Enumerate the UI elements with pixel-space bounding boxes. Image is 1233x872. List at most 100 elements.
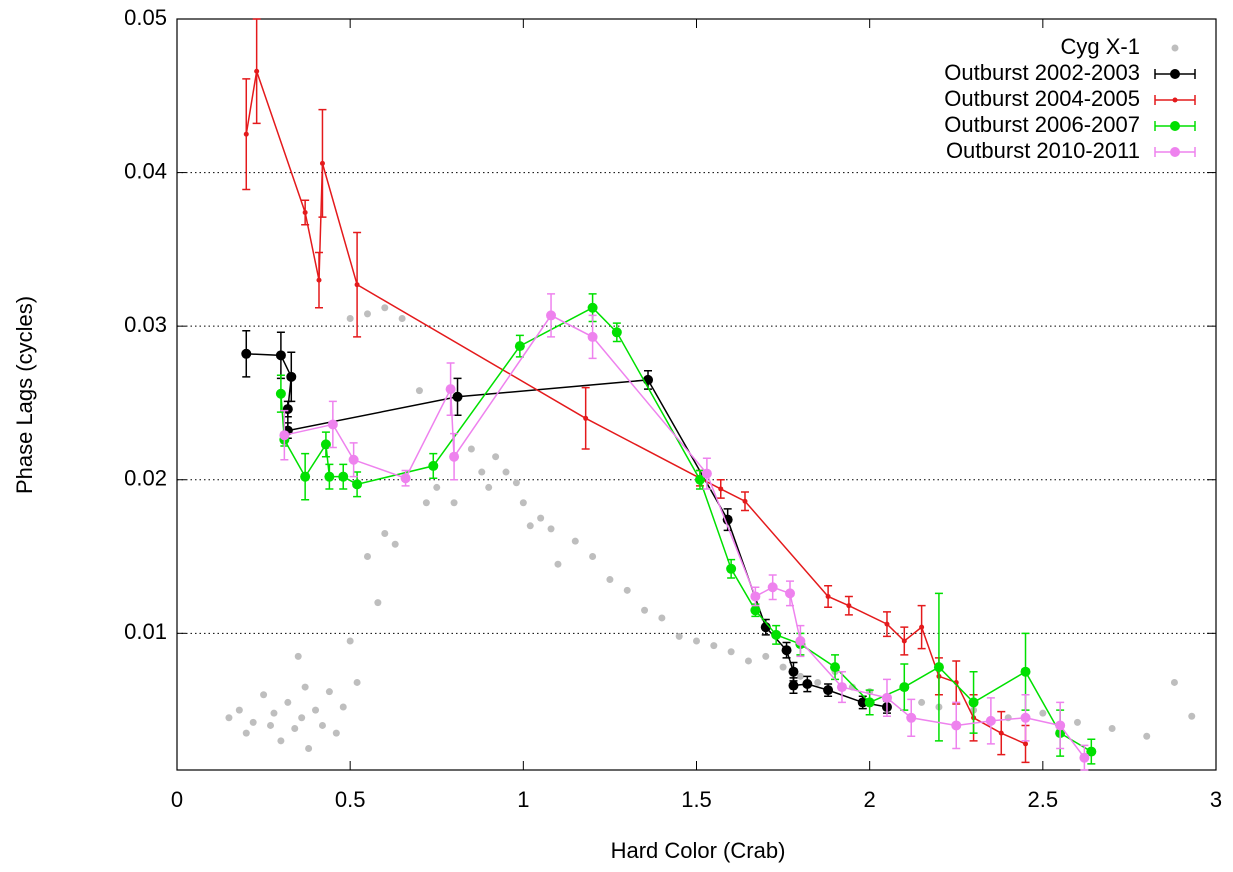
data-point xyxy=(779,663,787,671)
data-point xyxy=(1170,678,1178,686)
data-point xyxy=(1079,752,1090,763)
data-point xyxy=(381,529,389,537)
data-point xyxy=(319,160,325,166)
data-point xyxy=(742,498,748,504)
data-point xyxy=(1086,746,1097,757)
data-point xyxy=(846,603,852,609)
data-point xyxy=(750,605,761,616)
data-point xyxy=(918,698,926,706)
data-point xyxy=(235,706,243,714)
x-tick-label: 2 xyxy=(864,787,876,812)
data-point xyxy=(554,560,562,568)
data-point xyxy=(391,540,399,548)
data-point xyxy=(823,685,834,696)
x-tick-label: 2.5 xyxy=(1028,787,1059,812)
data-point xyxy=(254,68,260,74)
data-point xyxy=(354,282,360,288)
data-point xyxy=(512,479,520,487)
data-point xyxy=(305,744,313,752)
data-point xyxy=(249,718,257,726)
data-point xyxy=(243,131,249,137)
data-point xyxy=(722,514,733,525)
data-point xyxy=(450,499,458,507)
legend-marker xyxy=(1170,147,1180,157)
data-point xyxy=(502,468,510,476)
data-point xyxy=(546,310,557,321)
data-point xyxy=(277,737,285,745)
data-point xyxy=(906,712,917,723)
data-point xyxy=(492,453,500,461)
data-point xyxy=(710,642,718,650)
data-point xyxy=(325,688,333,696)
data-point xyxy=(316,277,322,283)
data-point xyxy=(312,706,320,714)
data-point xyxy=(781,645,792,656)
data-point xyxy=(301,683,309,691)
data-point xyxy=(830,662,841,673)
data-point xyxy=(1188,712,1196,720)
data-point xyxy=(445,384,456,395)
data-point xyxy=(901,638,907,644)
data-point xyxy=(884,621,890,627)
y-tick-label: 0.03 xyxy=(124,312,167,337)
data-point xyxy=(767,582,778,593)
x-tick-label: 3 xyxy=(1210,787,1222,812)
data-point xyxy=(762,652,770,660)
legend-label: Cyg X-1 xyxy=(1061,34,1140,59)
data-point xyxy=(547,525,555,533)
data-point xyxy=(951,720,962,731)
data-point xyxy=(467,445,475,453)
data-point xyxy=(449,451,460,462)
data-point xyxy=(519,499,527,507)
data-point xyxy=(291,725,299,733)
data-point xyxy=(485,483,493,491)
data-point xyxy=(998,730,1004,736)
legend-label: Outburst 2004-2005 xyxy=(944,86,1140,111)
data-point xyxy=(514,341,525,352)
data-point xyxy=(701,468,712,479)
data-point xyxy=(302,210,308,216)
data-point xyxy=(606,576,614,584)
data-point xyxy=(825,593,831,599)
data-point xyxy=(933,662,944,673)
data-point xyxy=(381,304,389,312)
x-axis-label: Hard Color (Crab) xyxy=(611,838,786,863)
data-point xyxy=(260,691,268,699)
data-point xyxy=(526,522,534,530)
data-point xyxy=(348,454,359,465)
data-point xyxy=(881,692,892,703)
data-point xyxy=(242,729,250,737)
data-point xyxy=(814,678,822,686)
data-point xyxy=(339,703,347,711)
data-point xyxy=(318,721,326,729)
x-tick-label: 0.5 xyxy=(335,787,366,812)
x-tick-label: 1 xyxy=(517,787,529,812)
data-point xyxy=(270,709,278,717)
data-point xyxy=(241,348,252,359)
series-line xyxy=(284,314,1085,759)
data-point xyxy=(1020,666,1031,677)
data-point xyxy=(284,698,292,706)
x-tick-label: 1.5 xyxy=(681,787,712,812)
data-point xyxy=(583,415,589,421)
data-point xyxy=(267,721,275,729)
data-point xyxy=(452,391,463,402)
data-point xyxy=(675,632,683,640)
data-point xyxy=(864,697,875,708)
data-point xyxy=(286,371,297,382)
data-point xyxy=(788,680,799,691)
data-point xyxy=(320,439,331,450)
data-point xyxy=(718,486,724,492)
data-point xyxy=(225,714,233,722)
data-point xyxy=(968,697,979,708)
data-point xyxy=(771,629,782,640)
y-tick-label: 0.05 xyxy=(124,5,167,30)
data-point xyxy=(693,637,700,645)
data-point xyxy=(428,460,439,471)
data-point xyxy=(796,672,804,680)
data-point xyxy=(363,553,371,561)
data-point xyxy=(400,473,411,484)
data-point xyxy=(374,599,382,607)
